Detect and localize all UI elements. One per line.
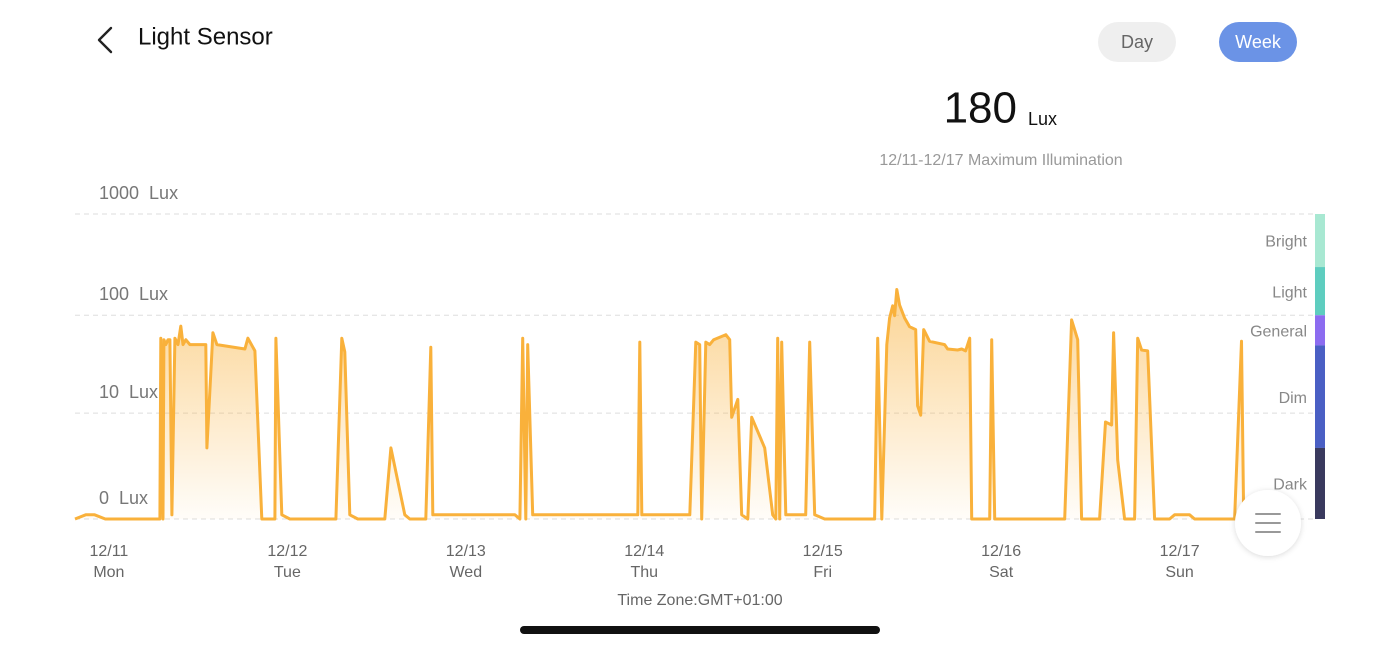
level-label: Dim [1279, 390, 1307, 407]
x-tick-sublabel: Sun [1165, 564, 1193, 581]
y-tick-label: 1000 Lux [99, 183, 178, 203]
week-button[interactable]: Week [1219, 22, 1297, 62]
max-unit: Lux [1028, 109, 1057, 129]
page-title: Light Sensor [138, 23, 273, 50]
week-button-label: Week [1235, 32, 1282, 52]
level-band [1315, 267, 1325, 316]
level-label: Dark [1273, 477, 1308, 494]
level-label: Bright [1265, 234, 1307, 251]
menu-icon [1255, 513, 1281, 533]
max-value: 180 [944, 84, 1017, 133]
menu-button[interactable] [1235, 490, 1301, 556]
x-tick-sublabel: Tue [274, 564, 301, 581]
level-band [1315, 447, 1325, 519]
day-button-bg [1098, 22, 1176, 62]
level-label: Light [1272, 284, 1307, 301]
x-tick-sublabel: Thu [630, 564, 658, 581]
time-zone: Time Zone:GMT+01:00 [617, 592, 782, 609]
x-tick-sublabel: Fri [813, 564, 832, 581]
back-button[interactable] [97, 26, 113, 54]
x-tick-label: 12/16 [981, 543, 1021, 560]
level-label: General [1250, 324, 1307, 341]
area [75, 289, 1244, 519]
max-caption: 12/11-12/17 Maximum Illumination [879, 152, 1122, 169]
x-tick-label: 12/12 [267, 543, 307, 560]
x-tick-label: 12/15 [803, 543, 843, 560]
x-tick-label: 12/11 [89, 543, 128, 560]
y-tick-label: 100 Lux [99, 284, 168, 304]
level-band [1315, 315, 1325, 346]
x-tick-sublabel: Wed [449, 564, 482, 581]
level-band [1315, 345, 1325, 448]
x-tick-sublabel: Sat [989, 564, 1014, 581]
x-tick-label: 12/14 [624, 543, 664, 560]
line [74, 288, 1246, 521]
y-tick-label: 10 Lux [99, 382, 158, 402]
x-tick-label: 12/17 [1160, 543, 1200, 560]
level-band [1315, 214, 1325, 268]
x-tick-sublabel: Mon [93, 564, 124, 581]
y-tick-label: 0 Lux [99, 488, 148, 508]
week-button-bg [1219, 22, 1297, 62]
x-tick-label: 12/13 [446, 543, 486, 560]
home-indicator [520, 626, 880, 634]
day-button[interactable]: Day [1098, 22, 1176, 62]
day-button-label: Day [1121, 32, 1153, 52]
